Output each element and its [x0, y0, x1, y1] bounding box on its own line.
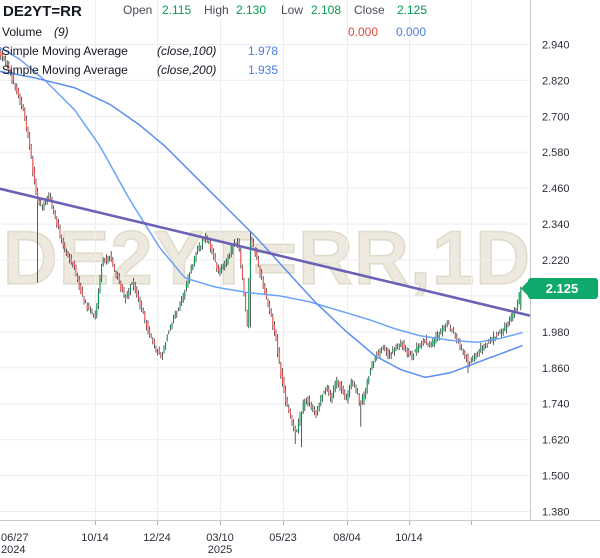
svg-text:2.125: 2.125 — [546, 281, 579, 296]
svg-text:12/24: 12/24 — [143, 532, 171, 544]
svg-text:2.940: 2.940 — [542, 39, 570, 51]
time-axis-bg — [0, 521, 600, 558]
volume-name: Volume — [2, 25, 43, 39]
low-value: 2.108 — [311, 3, 342, 17]
svg-text:1.740: 1.740 — [542, 399, 570, 411]
svg-text:1.500: 1.500 — [542, 471, 570, 483]
candles-layer — [0, 48, 522, 448]
svg-text:2.700: 2.700 — [542, 111, 570, 123]
legend-volume-row[interactable]: Volume (9) 0.000 0.000 — [0, 25, 530, 42]
symbol-title: DE2YT=RR — [3, 3, 82, 20]
trendline[interactable] — [0, 187, 531, 317]
low-label: Low — [281, 3, 304, 17]
svg-text:05/23: 05/23 — [269, 532, 297, 544]
sma200-name: Simple Moving Average — [2, 63, 128, 77]
time-axis[interactable] — [0, 521, 600, 558]
sma200-params: (close,200) — [157, 63, 217, 77]
svg-text:2.820: 2.820 — [542, 75, 570, 87]
svg-text:2024: 2024 — [1, 544, 25, 556]
price-axis[interactable] — [531, 0, 600, 520]
price-axis-labels: 2.940 2.820 2.700 2.580 2.460 2.340 2.220 1.980… — [542, 39, 570, 518]
svg-text:2.580: 2.580 — [542, 147, 570, 159]
sma-200-line[interactable] — [0, 70, 523, 378]
open-value: 2.115 — [162, 3, 192, 17]
high-value: 2.130 — [236, 3, 267, 17]
high-label: High — [204, 3, 229, 17]
svg-text:08/04: 08/04 — [333, 532, 361, 544]
svg-text:10/14: 10/14 — [395, 532, 423, 544]
sma-100-line[interactable] — [0, 46, 523, 344]
legend-sma100-row[interactable]: Simple Moving Average (close,100) 1.978 — [0, 44, 530, 61]
sma100-value: 1.978 — [248, 44, 279, 58]
open-label: Open — [123, 3, 153, 17]
sma200-value: 1.935 — [248, 63, 279, 77]
svg-text:1.860: 1.860 — [542, 363, 570, 375]
svg-text:10/14: 10/14 — [81, 532, 109, 544]
sma100-name: Simple Moving Average — [2, 44, 128, 58]
svg-text:2.220: 2.220 — [542, 255, 570, 267]
svg-text:2.340: 2.340 — [542, 219, 570, 231]
volume-params: (9) — [54, 25, 69, 39]
close-value: 2.125 — [397, 3, 428, 17]
sma100-params: (close,100) — [157, 44, 217, 58]
svg-text:1.620: 1.620 — [542, 435, 570, 447]
legend-sma200-row[interactable]: Simple Moving Average (close,200) 1.935 — [0, 63, 530, 80]
svg-text:1.980: 1.980 — [542, 327, 570, 339]
close-label: Close — [354, 3, 385, 17]
volume-value-1: 0.000 — [348, 25, 379, 39]
svg-text:2025: 2025 — [208, 544, 232, 556]
grid-layer — [0, 0, 530, 520]
svg-text:06/27: 06/27 — [1, 532, 29, 544]
legend-symbol-row[interactable]: DE2YT=RR Open 2.115 High 2.130 Low 2.108… — [0, 3, 530, 20]
last-price-tag: 2.125 — [521, 277, 598, 299]
volume-value-2: 0.000 — [396, 25, 427, 39]
symbol-watermark: DE2YT=RR,1D — [2, 216, 532, 302]
svg-text:2.460: 2.460 — [542, 183, 570, 195]
svg-text:03/10: 03/10 — [206, 532, 234, 544]
svg-text:1.380: 1.380 — [542, 506, 570, 518]
